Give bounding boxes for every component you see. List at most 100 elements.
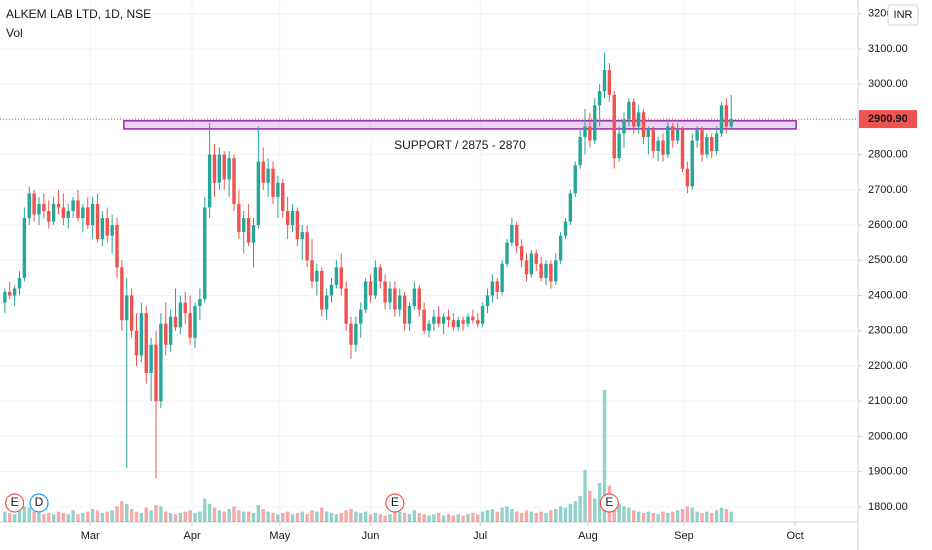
event-marker[interactable]: [385, 493, 405, 513]
volume-bar: [544, 512, 548, 522]
candle-body: [646, 129, 651, 138]
volume-bar: [339, 512, 343, 522]
volume-bar: [563, 507, 568, 522]
volume-bar: [149, 510, 153, 522]
volume-bar: [368, 514, 373, 522]
candle-body: [661, 140, 665, 155]
volume-bar: [690, 507, 694, 522]
currency-button-bg: [887, 4, 919, 26]
volume-bar: [207, 503, 212, 522]
candle-body: [485, 295, 490, 307]
volume-bar: [534, 512, 538, 522]
candle-body: [8, 291, 12, 296]
candle-body: [164, 323, 168, 345]
candle-body: [373, 267, 378, 296]
volume-bar: [558, 506, 563, 522]
y-tick-label: 1800.00: [868, 501, 908, 513]
event-marker[interactable]: [5, 493, 25, 513]
volume-bar: [183, 511, 187, 522]
candle-body: [446, 316, 451, 321]
volume-bar: [407, 514, 412, 522]
y-tick-label: 2700.00: [868, 184, 908, 196]
candle-body: [554, 260, 558, 282]
volume-bar: [76, 514, 80, 522]
volume-bar: [685, 506, 690, 522]
candle-body: [563, 221, 568, 236]
volume-bar: [466, 514, 470, 522]
last-price-label: 2900.90: [868, 113, 908, 125]
candle-body: [524, 260, 529, 275]
y-tick-label: 3000.00: [868, 78, 908, 90]
candle-body: [3, 291, 7, 303]
volume-bar: [719, 507, 724, 522]
candle-body: [695, 129, 699, 141]
candle-body: [354, 323, 358, 345]
volume-bar: [154, 505, 158, 522]
candle-body: [149, 344, 153, 374]
candle-body: [480, 306, 485, 324]
candle-body: [129, 295, 134, 331]
candle-body: [710, 137, 714, 152]
candle-body: [144, 313, 148, 374]
volume-bar: [500, 507, 504, 522]
candle-body: [198, 299, 202, 307]
volume-bar: [32, 511, 36, 522]
candle-body: [578, 137, 582, 166]
candle-body: [334, 267, 339, 285]
candle-body: [719, 105, 724, 134]
candle-body: [471, 316, 475, 321]
candle-body: [656, 140, 660, 152]
candle-body: [588, 126, 592, 141]
x-tick-label: Oct: [787, 530, 804, 542]
candle-body: [451, 320, 456, 328]
volume-bar: [95, 510, 100, 522]
candle-body: [714, 133, 719, 152]
candle-body: [251, 225, 256, 243]
last-price-box: [859, 110, 917, 129]
volume-bar: [300, 511, 304, 522]
volume-bar: [261, 509, 265, 522]
candle-body: [100, 218, 105, 240]
candle-body: [666, 126, 670, 155]
candle-body: [120, 267, 124, 321]
volume-bar: [105, 511, 109, 522]
event-label: E: [11, 495, 19, 509]
candle-body: [671, 126, 675, 141]
volume-bar: [393, 509, 397, 522]
event-label: E: [605, 495, 613, 509]
volume-bar: [120, 501, 124, 522]
currency-button[interactable]: INR: [894, 9, 913, 21]
x-tick-label: Mar: [81, 530, 100, 542]
volume-bar: [256, 505, 261, 522]
volume-bar: [651, 512, 655, 522]
volume-bar: [81, 512, 85, 522]
candle-body: [134, 330, 139, 356]
event-marker[interactable]: [29, 493, 49, 513]
candle-body: [505, 242, 509, 264]
volume-bar: [285, 511, 290, 522]
volume-bar: [729, 511, 733, 522]
grid: 1800.00 1900.00 2000.00 2100.00 2200.00 2300.…: [0, 0, 908, 542]
candle-body: [441, 316, 446, 324]
candle-body: [368, 281, 373, 296]
volume-bar: [193, 512, 197, 522]
volume-bar: [71, 510, 75, 522]
event-label: E: [391, 495, 399, 509]
candle-body: [37, 203, 41, 215]
candle-body: [47, 210, 51, 222]
volume-bar: [251, 512, 256, 522]
event-marker[interactable]: [599, 493, 619, 513]
candle-body: [510, 225, 514, 243]
candle-body: [207, 154, 212, 208]
volume-bar: [242, 511, 246, 522]
volume-bar: [597, 483, 602, 522]
volume-bar: [422, 514, 426, 522]
volume-bar: [203, 498, 207, 522]
candle-body: [51, 203, 56, 222]
candle-body: [329, 284, 334, 296]
candle-body: [388, 288, 392, 303]
candle-body: [339, 267, 343, 289]
candle-body: [607, 70, 612, 95]
candle-body: [300, 232, 304, 240]
